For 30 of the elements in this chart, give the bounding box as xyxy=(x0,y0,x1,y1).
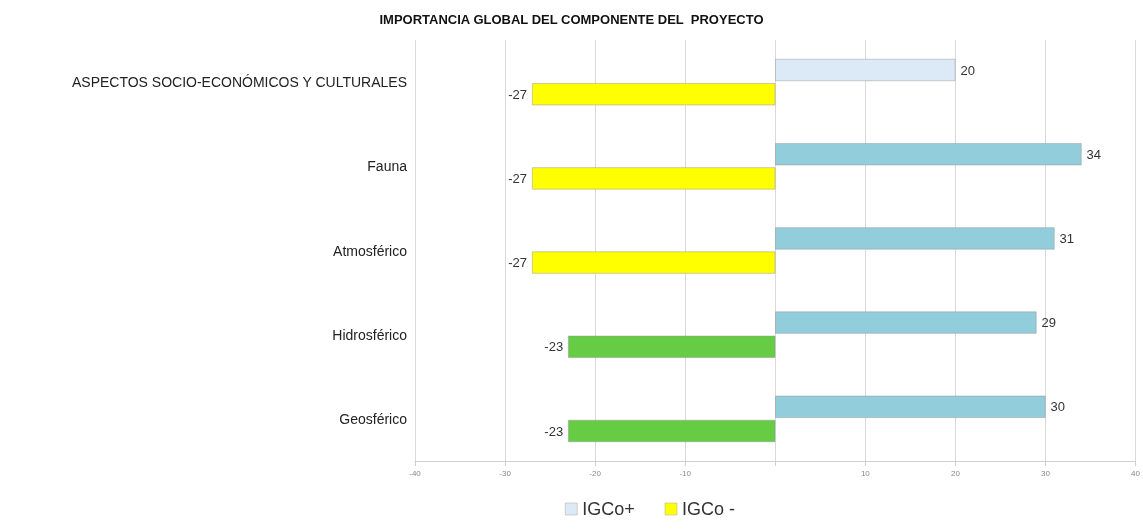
y-tick-label: Geosférico xyxy=(339,410,408,427)
data-label: -23 xyxy=(544,423,564,439)
bar xyxy=(775,59,956,81)
chart-title: IMPORTANCIA GLOBAL DEL COMPONENTE DEL PROYECTO xyxy=(379,12,764,27)
bar xyxy=(568,420,776,442)
data-label: 34 xyxy=(1086,146,1101,162)
x-tick-label: 30 xyxy=(1041,468,1051,478)
data-label: -23 xyxy=(544,339,564,355)
bar xyxy=(775,395,1046,418)
legend-label: IGCo+ xyxy=(582,499,635,519)
y-tick-label: ASPECTOS SOCIO-ECONÓMICOS Y CULTURALES xyxy=(71,74,407,91)
bar xyxy=(532,83,776,106)
x-tick-label: -20 xyxy=(589,468,602,478)
y-tick-label: Hidrosférico xyxy=(332,326,408,343)
x-tick-label: -30 xyxy=(499,468,512,478)
x-tick-label: 20 xyxy=(950,468,961,478)
data-label: -27 xyxy=(508,86,528,102)
y-tick-label: Atmosférico xyxy=(333,242,408,259)
data-label: 29 xyxy=(1041,315,1056,331)
legend-label: IGCo - xyxy=(682,499,736,519)
x-tick-label: -10 xyxy=(679,468,692,478)
x-tick-label: -40 xyxy=(409,468,422,478)
y-tick-label: Fauna xyxy=(367,158,408,175)
data-label: 20 xyxy=(960,62,975,78)
data-label: 31 xyxy=(1059,230,1074,246)
data-label: -27 xyxy=(508,255,528,271)
x-tick-label: 40 xyxy=(1131,468,1141,478)
data-label: 30 xyxy=(1050,399,1065,415)
data-label: -27 xyxy=(508,170,528,186)
x-tick-label: 10 xyxy=(860,468,871,478)
